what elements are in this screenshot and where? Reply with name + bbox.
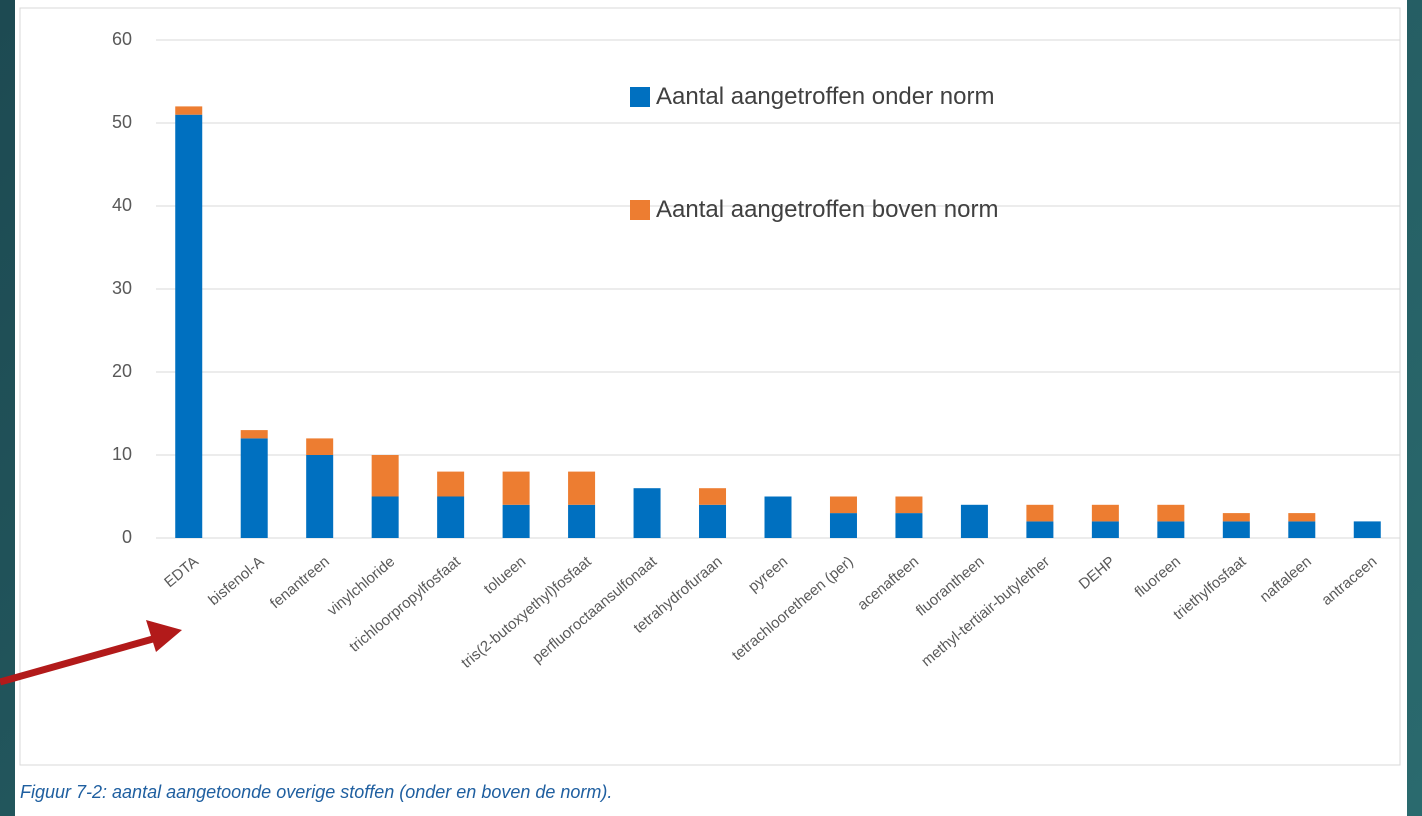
- bar-segment: [1222, 513, 1250, 522]
- x-tick-label: acenafteen: [854, 553, 922, 614]
- y-tick-label: 10: [112, 444, 132, 464]
- x-tick-label: methyl-tertiair-butylether: [918, 553, 1053, 670]
- bar-segment: [960, 504, 988, 538]
- bar-segment: [1222, 521, 1250, 538]
- x-tick-label: pyreen: [745, 553, 791, 596]
- y-tick-label: 20: [112, 361, 132, 381]
- bar-segment: [1288, 513, 1316, 522]
- x-tick-label: tris(2-butoxyethyl)fosfaat: [458, 553, 595, 672]
- y-tick-label: 30: [112, 278, 132, 298]
- bar-segment: [371, 455, 399, 497]
- bar-segment: [1353, 521, 1381, 538]
- legend-item: Aantal aangetroffen boven norm: [630, 193, 1036, 227]
- arrow-shaft: [0, 633, 161, 686]
- bar-segment: [829, 496, 857, 514]
- x-tick-label: antraceen: [1318, 553, 1380, 609]
- bar-segment: [437, 496, 465, 538]
- bar-segment: [1288, 521, 1316, 538]
- y-tick-label: 40: [112, 195, 132, 215]
- y-tick-label: 0: [122, 527, 132, 547]
- x-tick-label: perfluoroctaansulfonaat: [529, 553, 661, 667]
- bar-segment: [306, 455, 334, 538]
- bar-segment: [895, 513, 923, 538]
- bar-segment: [240, 430, 268, 439]
- bar-segment: [568, 471, 596, 505]
- legend-label: Aantal aangetroffen onder norm: [656, 83, 995, 110]
- bar-segment: [1157, 504, 1185, 522]
- bar-segment: [437, 471, 465, 497]
- bar-segment: [175, 106, 203, 115]
- legend-item: Aantal aangetroffen onder norm: [630, 80, 1036, 114]
- chart-border: [19, 7, 1401, 766]
- arrow-head: [146, 620, 182, 652]
- x-tick-label: trichloorpropylfosfaat: [346, 553, 464, 656]
- x-tick-label: tolueen: [481, 553, 530, 598]
- x-tick-label: triethylfosfaat: [1170, 553, 1250, 624]
- bar-segment: [1026, 504, 1054, 522]
- bar-segment: [1026, 521, 1054, 538]
- bar-segment: [568, 504, 596, 538]
- x-tick-label: EDTA: [161, 553, 202, 591]
- x-tick-label: naftaleen: [1257, 553, 1315, 606]
- legend-label: Aantal aangetroffen boven norm: [656, 196, 999, 223]
- bar-segment: [306, 438, 334, 455]
- y-tick-label: 50: [112, 112, 132, 132]
- bar-segment: [1091, 521, 1119, 538]
- x-tick-label: fenantreen: [267, 553, 333, 612]
- bar-segment: [764, 496, 792, 538]
- bar-segment: [502, 471, 530, 505]
- bar-segment: [502, 504, 530, 538]
- panel: [15, 0, 1407, 816]
- x-tick-label: DEHP: [1076, 553, 1119, 593]
- caption: Figuur 7-2: aantal aangetoonde overige s…: [20, 782, 613, 802]
- x-tick-label: bisfenol-A: [205, 553, 267, 609]
- bar-segment: [633, 488, 661, 538]
- bar-segment: [175, 114, 203, 538]
- y-tick-label: 60: [112, 29, 132, 49]
- bar-segment: [1091, 504, 1119, 522]
- x-tick-label: tetrachlooretheen (per): [729, 553, 857, 664]
- bar-segment: [829, 513, 857, 538]
- bar-segment: [895, 496, 923, 514]
- bar-segment: [699, 488, 727, 505]
- bar-segment: [1157, 521, 1185, 538]
- legend-swatch: [630, 87, 650, 107]
- bar-segment: [699, 504, 727, 538]
- bar-segment: [240, 438, 268, 538]
- bar-segment: [371, 496, 399, 538]
- legend-swatch: [630, 200, 650, 220]
- x-tick-label: fluoreen: [1132, 553, 1184, 601]
